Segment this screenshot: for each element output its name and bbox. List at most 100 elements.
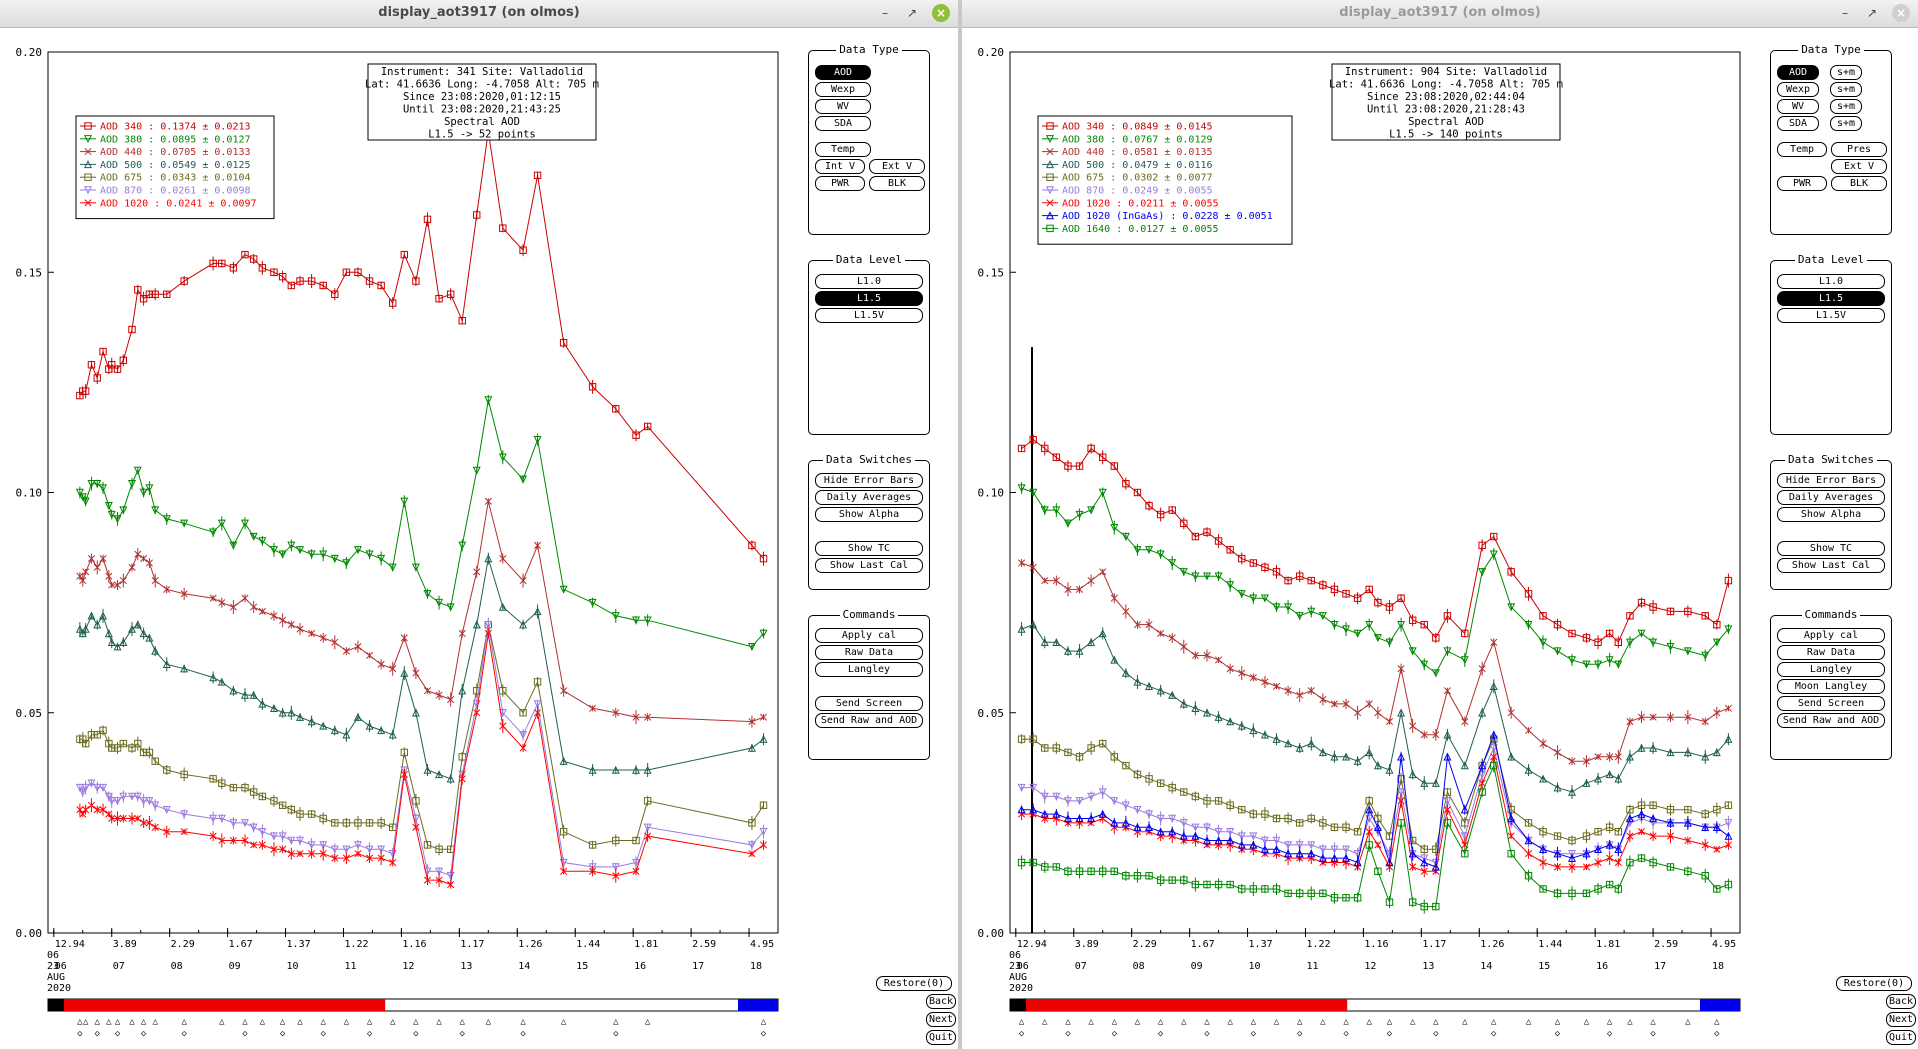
show-tc-button[interactable]: Show TC <box>1777 541 1885 556</box>
blk-button[interactable]: BLK <box>1831 176 1887 191</box>
s-m-button[interactable]: s+m <box>1830 82 1862 97</box>
data-point <box>1666 607 1675 616</box>
hide-error-bars-button[interactable]: Hide Error Bars <box>1777 473 1885 488</box>
daily-averages-button[interactable]: Daily Averages <box>815 490 923 505</box>
data-point <box>354 643 362 651</box>
aod-button[interactable]: AOD <box>1777 65 1819 80</box>
apply-cal-button[interactable]: Apply cal <box>1777 628 1885 643</box>
send-screen-button[interactable]: Send Screen <box>815 696 923 711</box>
daily-averages-button[interactable]: Daily Averages <box>1777 490 1885 505</box>
data-point <box>93 620 102 629</box>
data-point <box>1029 435 1037 444</box>
moon-langley-button[interactable]: Moon Langley <box>1777 679 1885 694</box>
aod-button[interactable]: AOD <box>815 65 871 80</box>
data-point <box>79 810 87 818</box>
y-tick-label: 0.05 <box>16 707 43 720</box>
data-point <box>1524 836 1533 845</box>
data-point <box>377 845 386 854</box>
show-last-cal-button[interactable]: Show Last Cal <box>1777 558 1885 573</box>
l1-0-button[interactable]: L1.0 <box>1777 274 1885 289</box>
l1-5v-button[interactable]: L1.5V <box>1777 308 1885 323</box>
window-titlebar[interactable]: display_aot3917 (on olmos) – ↗ × <box>0 0 958 28</box>
quit-button[interactable]: Quit <box>926 1030 956 1045</box>
data-point <box>1582 634 1591 642</box>
send-screen-button[interactable]: Send Screen <box>1777 696 1885 711</box>
data-point <box>1637 713 1646 721</box>
maximize-icon[interactable]: ↗ <box>906 6 918 20</box>
pres-button[interactable]: Pres <box>1831 142 1887 157</box>
data-point <box>1342 752 1351 761</box>
minimize-icon[interactable]: – <box>1842 6 1848 20</box>
l1-5v-button[interactable]: L1.5V <box>815 308 923 323</box>
sda-button[interactable]: SDA <box>815 116 871 131</box>
s-m-button[interactable]: s+m <box>1830 116 1862 131</box>
data-point <box>1133 822 1142 831</box>
minimize-icon[interactable]: – <box>882 6 888 20</box>
restore-0-button[interactable]: Restore(0) <box>1836 976 1912 991</box>
wv-button[interactable]: WV <box>815 99 871 114</box>
langley-button[interactable]: Langley <box>815 662 923 677</box>
temp-button[interactable]: Temp <box>1777 142 1827 157</box>
blk-button[interactable]: BLK <box>869 176 925 191</box>
langley-button[interactable]: Langley <box>1777 662 1885 677</box>
apply-cal-button[interactable]: Apply cal <box>815 628 923 643</box>
data-point <box>435 867 444 876</box>
x-tick-label-top: 1.26 <box>1480 939 1504 950</box>
send-raw-and-aod-button[interactable]: Send Raw and AOD <box>1777 713 1885 728</box>
quit-button[interactable]: Quit <box>1886 1030 1916 1045</box>
data-point <box>472 620 481 629</box>
data-point <box>319 550 328 559</box>
data-point <box>1373 822 1382 831</box>
pwr-button[interactable]: PWR <box>1777 176 1827 191</box>
data-point <box>240 819 249 828</box>
hide-error-bars-button[interactable]: Hide Error Bars <box>815 473 923 488</box>
next-button[interactable]: Next <box>926 1012 956 1027</box>
data-point <box>1202 708 1211 717</box>
l1-5-button[interactable]: L1.5 <box>815 291 923 306</box>
pwr-button[interactable]: PWR <box>815 176 865 191</box>
back-button[interactable]: Back <box>1886 994 1916 1009</box>
wv-button[interactable]: WV <box>1777 99 1819 114</box>
data-point <box>533 700 542 709</box>
raw-data-button[interactable]: Raw Data <box>1777 645 1885 660</box>
window-titlebar[interactable]: display_aot3917 (on olmos) – ↗ × <box>962 0 1918 28</box>
show-last-cal-button[interactable]: Show Last Cal <box>815 558 923 573</box>
timeline-diamond-icon: ◇ <box>77 1029 83 1039</box>
legend-marker <box>1046 173 1054 181</box>
data-point <box>287 708 296 717</box>
send-raw-and-aod-button[interactable]: Send Raw and AOD <box>815 713 923 728</box>
s-m-button[interactable]: s+m <box>1830 65 1862 80</box>
show-alpha-button[interactable]: Show Alpha <box>815 507 923 522</box>
close-icon[interactable]: × <box>932 4 950 22</box>
sda-button[interactable]: SDA <box>1777 116 1819 131</box>
data-point <box>1215 841 1223 849</box>
series-line <box>79 501 764 723</box>
back-button[interactable]: Back <box>926 994 956 1009</box>
ext-v-button[interactable]: Ext V <box>1831 159 1887 174</box>
data-point <box>1553 783 1562 792</box>
series-aod-340 <box>1017 434 1733 650</box>
data-point <box>1319 889 1327 898</box>
s-m-button[interactable]: s+m <box>1830 99 1862 114</box>
data-point <box>1684 607 1692 616</box>
data-point <box>1489 550 1498 559</box>
data-point <box>1052 453 1061 461</box>
data-point <box>108 744 116 752</box>
int-v-button[interactable]: Int V <box>815 159 865 174</box>
raw-data-button[interactable]: Raw Data <box>815 645 923 660</box>
close-icon[interactable]: × <box>1892 4 1910 22</box>
ext-v-button[interactable]: Ext V <box>869 159 925 174</box>
wexp-button[interactable]: Wexp <box>1777 82 1819 97</box>
maximize-icon[interactable]: ↗ <box>1866 6 1878 20</box>
l1-0-button[interactable]: L1.0 <box>815 274 923 289</box>
l1-5-button[interactable]: L1.5 <box>1777 291 1885 306</box>
wexp-button[interactable]: Wexp <box>815 82 871 97</box>
legend-item: AOD 380 : 0.0895 ± 0.0127 <box>80 134 251 145</box>
restore-0-button[interactable]: Restore(0) <box>876 976 952 991</box>
data-point <box>296 546 305 555</box>
data-point <box>1594 885 1602 893</box>
next-button[interactable]: Next <box>1886 1012 1916 1027</box>
show-tc-button[interactable]: Show TC <box>815 541 923 556</box>
show-alpha-button[interactable]: Show Alpha <box>1777 507 1885 522</box>
temp-button[interactable]: Temp <box>815 142 871 157</box>
